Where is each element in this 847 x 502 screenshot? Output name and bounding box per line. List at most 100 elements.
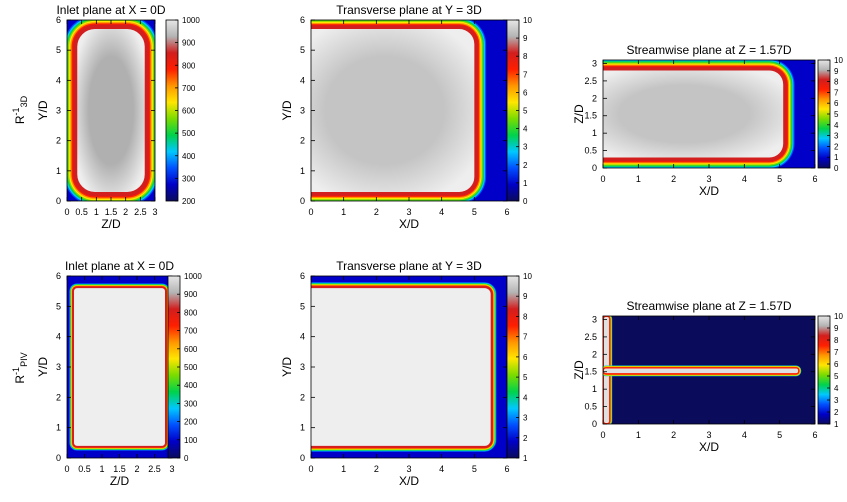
colorbar-tick-label: 3 xyxy=(523,143,528,152)
colorbar-tick-label: 7 xyxy=(834,88,839,97)
colorbar: 1 2 3 4 5 6 7 8 9 10 xyxy=(817,312,843,429)
colorbar-gradient xyxy=(506,275,520,459)
colorbar-tick-label: 900 xyxy=(184,290,198,299)
x-tick-label: 0 xyxy=(308,464,313,474)
y-tick-label: 0 xyxy=(300,453,305,463)
colorbar-tick-label: 0 xyxy=(834,164,839,173)
x-tick-label: 2 xyxy=(671,430,676,440)
x-tick-label: 0 xyxy=(600,174,605,184)
x-tick-label: 0 xyxy=(600,430,605,440)
heatmap-panel-transverse_3d: 0 1 2 3 4 5 6 0 1 2 3 4 5 6 Transverse plane at Y = 3D… xyxy=(280,3,532,231)
x-tick-label: 4 xyxy=(742,174,747,184)
x-tick-label: 1 xyxy=(94,207,99,217)
x-tick-label: 0.5 xyxy=(78,464,91,474)
y-tick-label: 3 xyxy=(592,314,597,324)
colorbar-tick-label: 1 xyxy=(834,420,839,429)
colorbar-tick-label: 2 xyxy=(523,434,528,443)
colorbar-tick-label: 6 xyxy=(834,360,839,369)
colorbar-tick-label: 600 xyxy=(182,107,196,116)
y-tick-label: 1 xyxy=(56,423,61,433)
x-tick-label: 1 xyxy=(99,464,104,474)
y-tick-label: 0.5 xyxy=(584,402,597,412)
colorbar-tick-label: 10 xyxy=(834,312,843,321)
field-core xyxy=(603,70,784,158)
colorbar-tick-label: 500 xyxy=(182,129,196,138)
colorbar-tick-label: 10 xyxy=(523,272,532,281)
y-axis-label: Y/D xyxy=(280,357,294,377)
colorbar: 1 2 3 4 5 6 7 8 9 10 xyxy=(506,272,532,463)
y-tick-label: 3 xyxy=(56,106,61,116)
y-tick-label: 4 xyxy=(300,332,305,342)
x-tick-label: 3 xyxy=(706,174,711,184)
panel-title: Transverse plane at Y = 3D xyxy=(336,3,482,17)
y-tick-label: 2 xyxy=(300,392,305,402)
colorbar-tick-label: 3 xyxy=(523,414,528,423)
x-tick-label: 5 xyxy=(472,207,477,217)
y-tick-label: 5 xyxy=(300,301,305,311)
heatmap-panel-inlet_piv: 0 0.5 1 1.5 2 2.5 3 0 1 2 3 4 5 6 Inlet plane at X = 0… xyxy=(36,259,202,488)
y-axis-label: Z/D xyxy=(572,104,586,124)
colorbar-tick-label: 5 xyxy=(523,107,528,116)
row-label: R-1PIV xyxy=(11,352,29,383)
y-tick-label: 4 xyxy=(56,332,61,342)
colorbar-tick-label: 4 xyxy=(523,125,528,134)
x-tick-label: 3 xyxy=(406,207,411,217)
x-tick-label: 3 xyxy=(406,464,411,474)
x-axis-label: X/D xyxy=(399,474,419,488)
colorbar-tick-label: 5 xyxy=(834,372,839,381)
x-tick-label: 4 xyxy=(742,430,747,440)
y-tick-label: 3 xyxy=(300,362,305,372)
x-tick-label: 0.5 xyxy=(75,207,88,217)
colorbar-tick-label: 7 xyxy=(523,333,528,342)
heatmap-field xyxy=(311,276,507,458)
y-tick-label: 1 xyxy=(592,384,597,394)
colorbar-tick-label: 300 xyxy=(184,399,198,408)
colorbar-tick-label: 2 xyxy=(834,142,839,151)
x-tick-label: 5 xyxy=(472,464,477,474)
x-tick-label: 1 xyxy=(341,207,346,217)
x-tick-label: 2 xyxy=(134,464,139,474)
colorbar-tick-label: 200 xyxy=(184,418,198,427)
y-tick-label: 0 xyxy=(56,196,61,206)
x-axis-label: X/D xyxy=(699,440,719,454)
colorbar-tick-label: 5 xyxy=(834,110,839,119)
colorbar-tick-label: 5 xyxy=(523,373,528,382)
x-tick-label: 2.5 xyxy=(148,464,161,474)
y-tick-label: 1.5 xyxy=(584,367,597,377)
heatmap-panel-streamwise_piv: 0 1 2 3 4 5 6 0 0.5 1 1.5 2 2.5 3 Streamwise plane at … xyxy=(572,299,843,454)
colorbar-tick-label: 700 xyxy=(184,327,198,336)
y-axis-label: Z/D xyxy=(572,360,586,380)
y-tick-label: 1 xyxy=(300,166,305,176)
colorbar-tick-label: 6 xyxy=(523,88,528,97)
colorbar-tick-label: 8 xyxy=(834,336,839,345)
colorbar-tick-label: 7 xyxy=(834,348,839,357)
colorbar-tick-label: 600 xyxy=(184,345,198,354)
colorbar-tick-label: 4 xyxy=(834,121,839,130)
panel-title: Transverse plane at Y = 3D xyxy=(336,259,482,273)
colorbar-tick-label: 1000 xyxy=(182,16,200,25)
colorbar-tick-label: 800 xyxy=(184,308,198,317)
x-tick-label: 6 xyxy=(504,207,509,217)
y-tick-label: 5 xyxy=(300,45,305,55)
y-tick-label: 6 xyxy=(56,15,61,25)
panel-title: Inlet plane at X = 0D xyxy=(56,3,165,17)
y-axis-label: Y/D xyxy=(280,100,294,120)
x-tick-label: 5 xyxy=(777,174,782,184)
x-tick-label: 2 xyxy=(374,464,379,474)
colorbar-tick-label: 10 xyxy=(834,56,843,65)
y-tick-label: 2.5 xyxy=(584,76,597,86)
colorbar-tick-label: 0 xyxy=(184,454,189,463)
colorbar-tick-label: 4 xyxy=(523,393,528,402)
colorbar-tick-label: 2 xyxy=(834,408,839,417)
x-tick-label: 6 xyxy=(812,174,817,184)
x-tick-label: 5 xyxy=(777,430,782,440)
channel-core xyxy=(604,368,799,374)
y-tick-label: 3 xyxy=(592,58,597,68)
colorbar-tick-label: 8 xyxy=(523,312,528,321)
field-core xyxy=(311,288,491,446)
colorbar-tick-label: 10 xyxy=(523,16,532,25)
x-tick-label: 2 xyxy=(123,207,128,217)
